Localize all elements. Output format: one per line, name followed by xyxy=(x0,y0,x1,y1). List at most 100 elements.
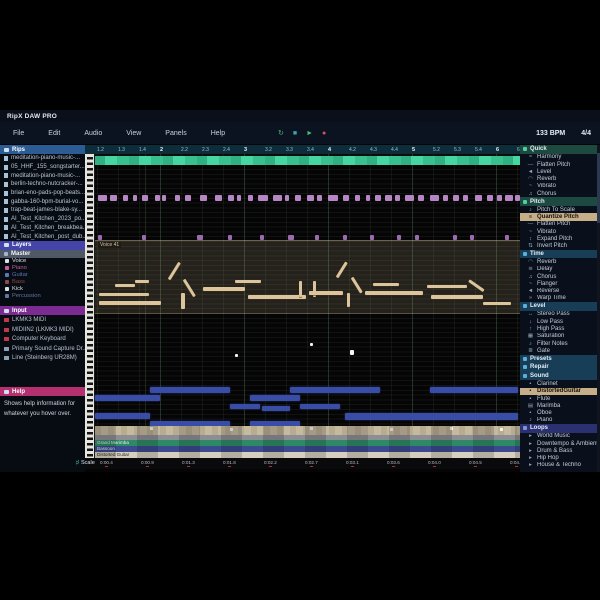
effect-item-downtempo-ambient[interactable]: ▸ Downtempo & Ambient xyxy=(520,440,597,447)
effect-item-warp-time[interactable]: » Warp Time xyxy=(520,295,597,302)
effect-item-filter-notes[interactable]: ♪ Filter Notes xyxy=(520,340,597,347)
input-device-item[interactable]: MIDIIN2 (LKMK3 MIDI) xyxy=(0,325,85,335)
effect-item-flatten-pitch[interactable]: — Flatten Pitch xyxy=(520,161,597,168)
effect-item-pitch-to-scale[interactable]: ♪ Pitch To Scale xyxy=(520,206,597,213)
effect-item-low-pass[interactable]: ↓ Low Pass xyxy=(520,318,597,325)
effect-item-stereo-pass[interactable]: ↔ Stereo Pass xyxy=(520,311,597,318)
note-purple1[interactable] xyxy=(366,195,370,201)
note-purple2[interactable] xyxy=(415,235,419,240)
note-purple1[interactable] xyxy=(487,195,493,201)
note-purple2[interactable] xyxy=(197,235,203,240)
rip-list-item[interactable]: trap-beat-james-blake-sy... xyxy=(0,206,85,215)
rip-list-item[interactable]: meditation-piano-music-... xyxy=(0,154,85,163)
beat-ruler[interactable]: 1.2 1.3 1.4 2 2.2 2.3 2.4 3 3.2 3.3 3.4 4 4.2 4.3 4.4 5… xyxy=(85,145,520,154)
effect-item-world-music[interactable]: ▸ World Music xyxy=(520,433,597,440)
note-purple1[interactable] xyxy=(307,195,314,201)
effect-item-flatten-pitch[interactable]: — Flatten Pitch xyxy=(520,221,597,228)
menu-audio[interactable]: Audio xyxy=(84,130,103,137)
section-header-quick[interactable]: Quick xyxy=(520,145,597,154)
rip-list-item[interactable]: AI_Test_Kitchen_post_dub... xyxy=(0,232,85,241)
note-purple2[interactable] xyxy=(470,235,474,240)
effect-item-chorus[interactable]: ♫ Chorus xyxy=(520,273,597,280)
note-blue[interactable] xyxy=(290,387,380,393)
note-white[interactable] xyxy=(310,343,313,346)
rip-list-item[interactable]: AI_Test_Kitchen_2023_po... xyxy=(0,215,85,224)
note-purple1[interactable] xyxy=(395,195,400,201)
note-purple1[interactable] xyxy=(123,195,128,201)
note-tan[interactable] xyxy=(313,281,316,297)
note-purple1[interactable] xyxy=(317,195,322,201)
effect-item-reverb[interactable]: ◠ Reverb xyxy=(520,258,597,265)
time-signature[interactable]: 4/4 xyxy=(581,130,591,137)
note-purple1[interactable] xyxy=(110,195,117,201)
time-ruler[interactable]: 0:00.4 0:00.9 0:01.3 0:01.8 0:02.2 0:02.7 0:03… xyxy=(85,458,520,469)
layer-item-bass[interactable]: Bass xyxy=(0,279,85,286)
note-purple2[interactable] xyxy=(142,235,146,240)
note-purple1[interactable] xyxy=(285,195,289,201)
play-button[interactable]: ► xyxy=(306,130,314,137)
layer-item-percussion[interactable]: Percussion xyxy=(0,292,85,299)
layer-item-kick[interactable]: Kick xyxy=(0,285,85,292)
effect-item-reverse[interactable]: ◄ Reverse xyxy=(520,288,597,295)
effect-item-high-pass[interactable]: ↑ High Pass xyxy=(520,325,597,332)
loop-button[interactable]: ↻ xyxy=(278,130,284,137)
note-purple1[interactable] xyxy=(185,195,191,201)
effect-item-level[interactable]: ◄ Level xyxy=(520,168,597,175)
section-header-level[interactable]: Level xyxy=(520,302,597,311)
piano-keyboard[interactable] xyxy=(85,154,95,458)
note-purple2[interactable] xyxy=(343,235,347,240)
note-purple1[interactable] xyxy=(228,195,234,201)
rip-list-item[interactable]: gabba-160-bpm-burial-vo... xyxy=(0,197,85,206)
voice-highlight-band[interactable]: Voice 41 xyxy=(95,240,520,314)
effect-item-piano[interactable]: ♪ Piano xyxy=(520,417,597,424)
input-device-item[interactable]: Primary Sound Capture Dr... xyxy=(0,344,85,354)
note-tan[interactable] xyxy=(99,301,161,305)
effect-item-chorus[interactable]: ♫ Chorus xyxy=(520,190,597,197)
effect-item-invert-pitch[interactable]: ⇅ Invert Pitch xyxy=(520,242,597,249)
scale-control[interactable]: ♯ Scale xyxy=(76,460,95,466)
note-purple2[interactable] xyxy=(397,235,401,240)
note-purple1[interactable] xyxy=(463,195,468,201)
effect-item-quantize-pitch[interactable]: ≡ Quantize Pitch xyxy=(520,213,597,221)
note-purple1[interactable] xyxy=(258,195,268,201)
note-white[interactable] xyxy=(350,350,354,355)
note-tan[interactable] xyxy=(99,293,149,296)
note-purple1[interactable] xyxy=(343,195,349,201)
note-tan[interactable] xyxy=(365,291,423,295)
note-tan[interactable] xyxy=(347,293,350,307)
record-button[interactable]: ● xyxy=(322,130,327,137)
rip-list-item[interactable]: berlin-techno-nutcracker-... xyxy=(0,180,85,189)
effect-item-oboe[interactable]: ▪ Oboe xyxy=(520,409,597,416)
note-purple1[interactable] xyxy=(405,195,414,201)
note-tan[interactable] xyxy=(299,281,302,297)
note-purple1[interactable] xyxy=(295,195,301,201)
note-purple1[interactable] xyxy=(155,195,160,201)
section-header-time[interactable]: Time xyxy=(520,249,597,259)
note-purple1[interactable] xyxy=(475,195,482,201)
note-purple2[interactable] xyxy=(453,235,457,240)
note-blue[interactable] xyxy=(95,395,160,401)
note-purple2[interactable] xyxy=(228,235,232,240)
note-purple2[interactable] xyxy=(370,235,374,240)
note-tan[interactable] xyxy=(235,280,261,283)
note-blue[interactable] xyxy=(430,387,518,393)
rip-list-item[interactable]: meditation-piano-music-... xyxy=(0,171,85,180)
note-tan[interactable] xyxy=(373,283,399,286)
note-purple1[interactable] xyxy=(200,195,207,201)
bpm-value[interactable]: 133 BPM xyxy=(536,130,566,137)
note-purple1[interactable] xyxy=(443,195,448,201)
note-purple1[interactable] xyxy=(328,195,338,201)
effect-item-house-techno[interactable]: ▸ House & Techno xyxy=(520,462,597,469)
note-purple2[interactable] xyxy=(260,235,264,240)
effect-item-drum-bass[interactable]: ▸ Drum & Bass xyxy=(520,447,597,454)
effect-item-delay[interactable]: ≋ Delay xyxy=(520,266,597,273)
menu-help[interactable]: Help xyxy=(210,130,226,137)
note-purple1[interactable] xyxy=(375,195,381,201)
input-device-item[interactable]: LKMK3 MIDI xyxy=(0,315,85,325)
note-purple1[interactable] xyxy=(133,195,137,201)
note-tan[interactable] xyxy=(181,293,185,309)
layer-item-voice[interactable]: Voice xyxy=(0,258,85,265)
menu-panels[interactable]: Panels xyxy=(165,130,187,137)
input-device-item[interactable]: Line (Steinberg UR28M) xyxy=(0,354,85,364)
stop-button[interactable]: ■ xyxy=(292,130,298,137)
